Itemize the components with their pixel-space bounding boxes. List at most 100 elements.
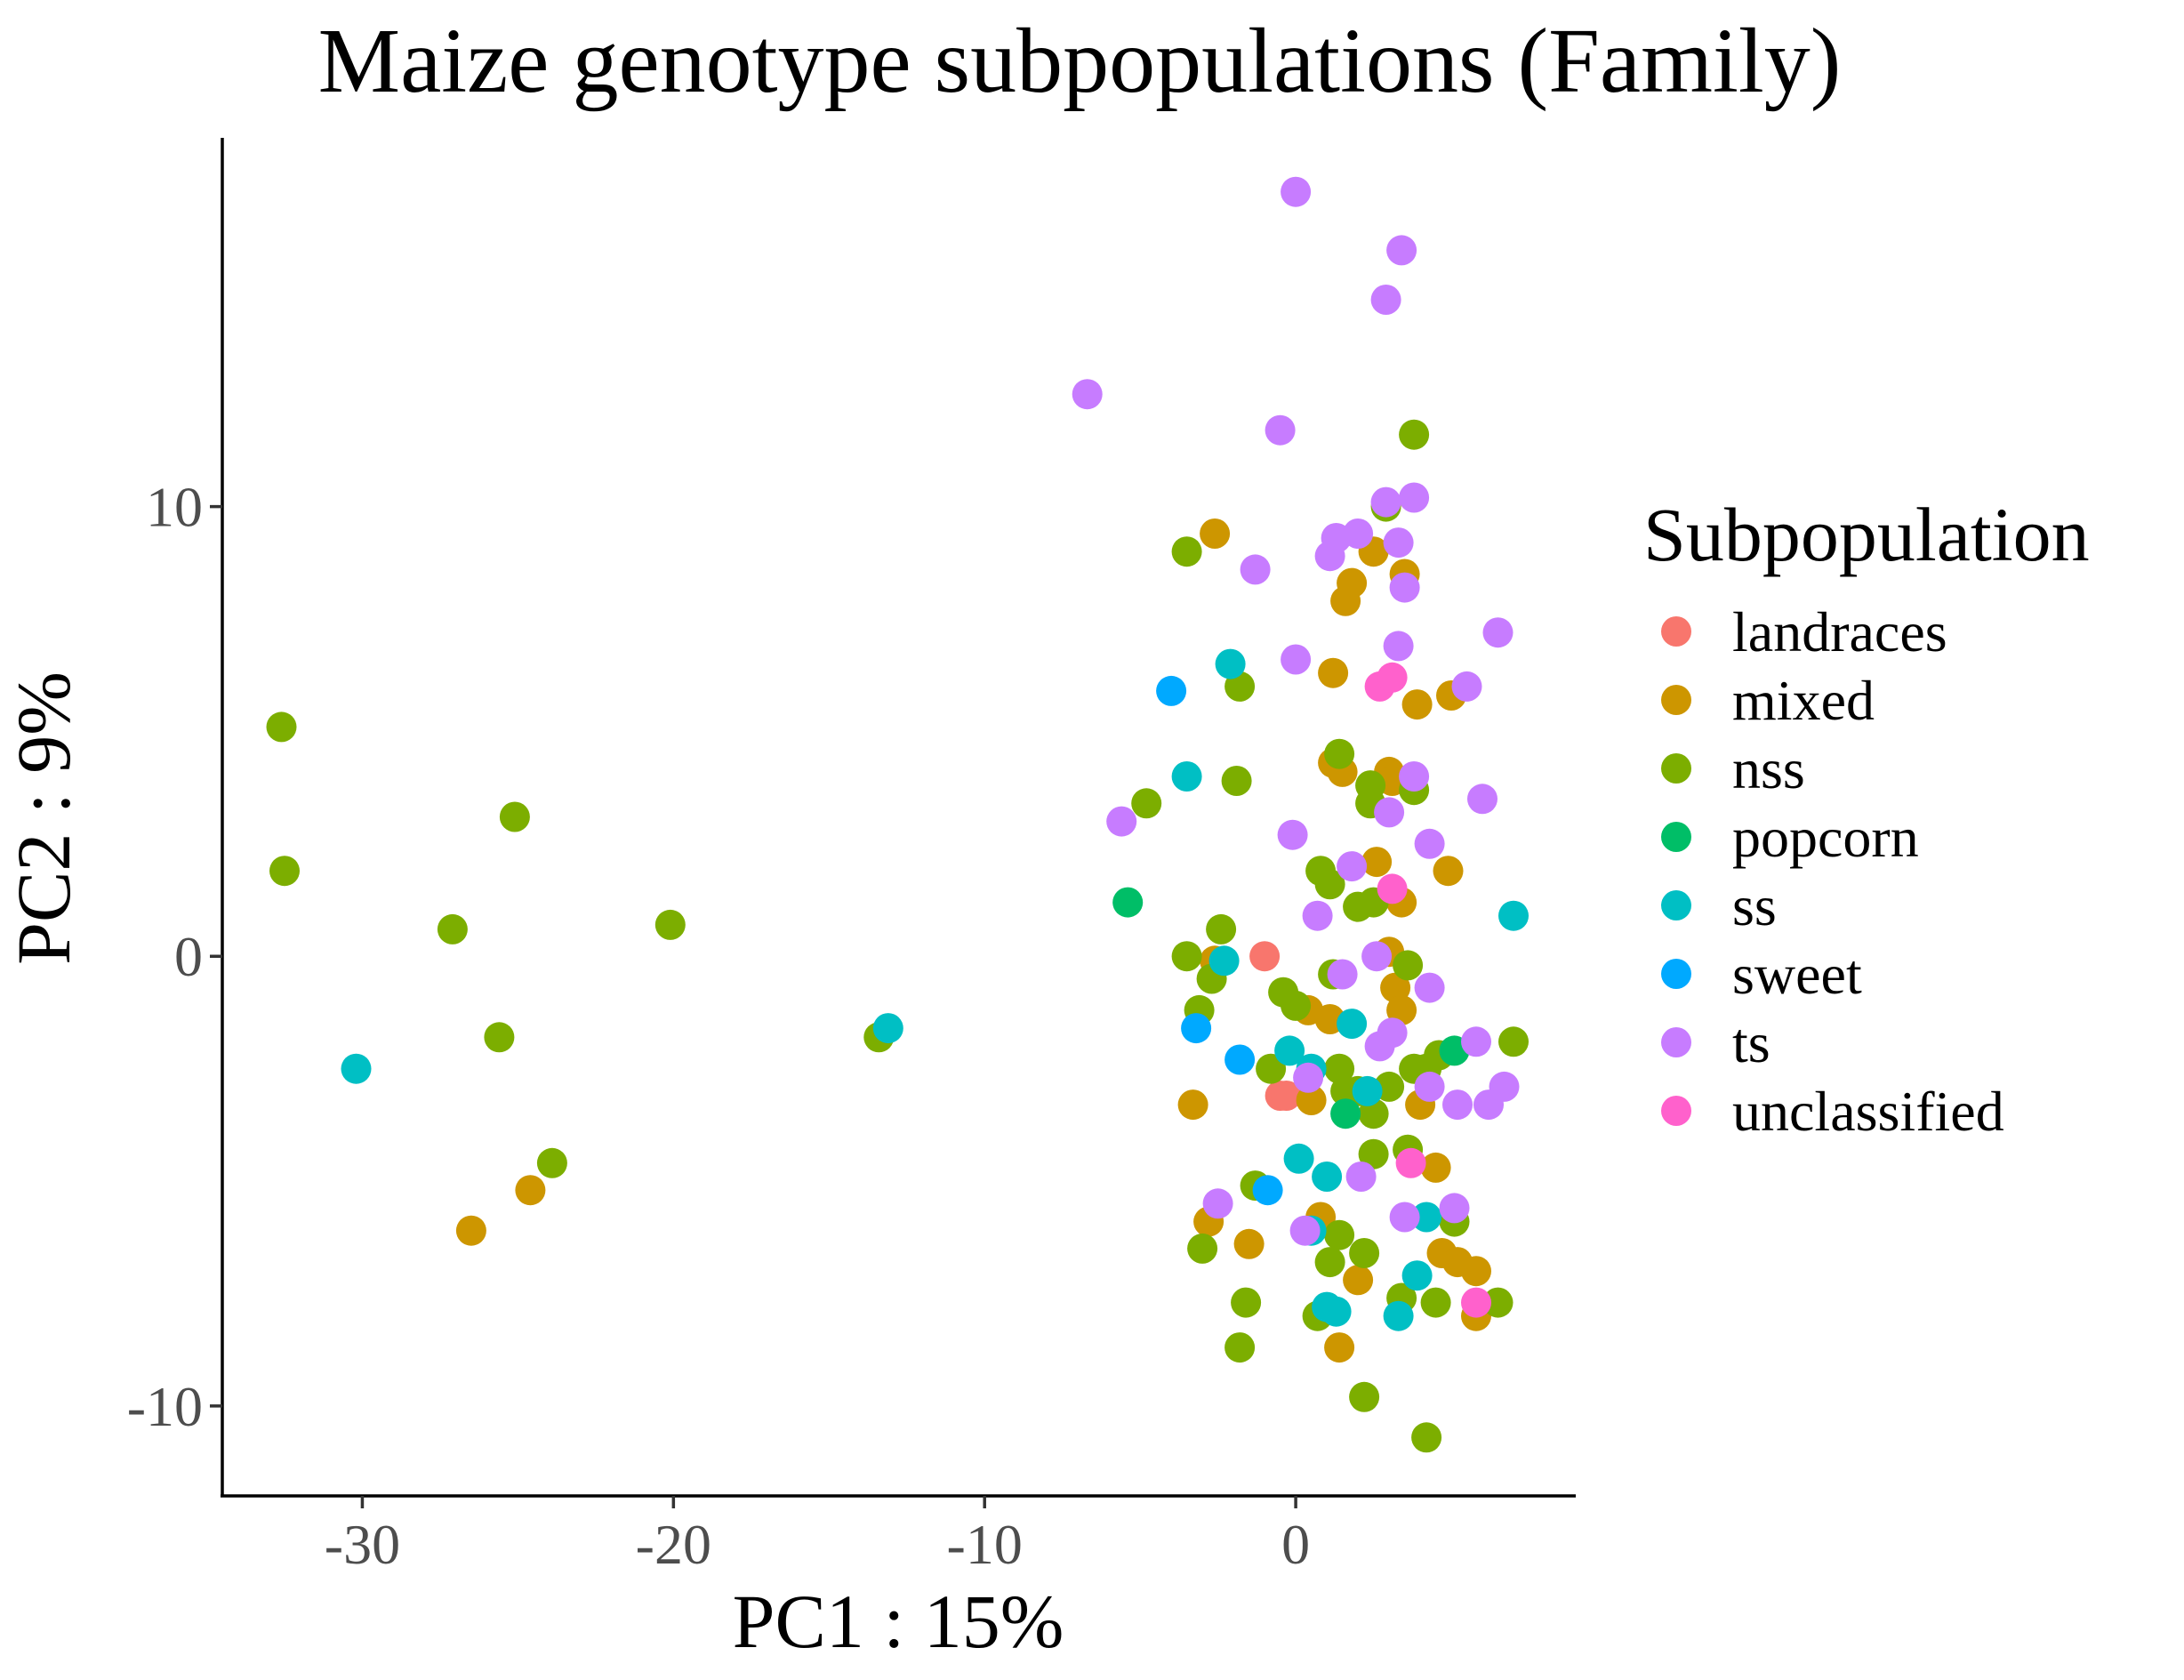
point-nss-28 [1358, 1138, 1389, 1170]
legend-title: Subpopulation [1643, 492, 2090, 577]
point-nss-27 [1349, 1238, 1380, 1268]
point-ts-3 [1072, 379, 1103, 410]
legend: Subpopulation landracesmixednsspopcornss… [1643, 492, 2090, 1143]
point-ts-40 [1289, 1215, 1321, 1246]
point-ts-29 [1364, 1031, 1395, 1062]
point-unclassified-2 [1377, 873, 1408, 904]
point-nss-2 [499, 801, 530, 832]
point-ts-6 [1370, 486, 1401, 518]
point-ts-15 [1281, 644, 1312, 675]
legend-key-landraces [1661, 616, 1691, 647]
point-nss-11 [1131, 788, 1162, 819]
point-sweet-0 [1156, 675, 1187, 706]
point-ts-4 [1265, 414, 1296, 446]
point-ts-5 [1399, 482, 1430, 513]
point-ss-1 [872, 1013, 903, 1044]
point-mixed-11 [1337, 567, 1368, 599]
x-tick-label: -10 [947, 1513, 1023, 1576]
legend-key-nss [1661, 753, 1691, 784]
point-ts-18 [1399, 761, 1430, 792]
legend-label-unclassified: unclassified [1732, 1080, 2004, 1143]
point-ts-36 [1345, 1162, 1377, 1192]
point-unclassified-3 [1395, 1147, 1426, 1178]
point-mixed-26 [1296, 1085, 1327, 1115]
point-nss-24 [1314, 1247, 1345, 1278]
point-ts-26 [1327, 959, 1358, 990]
legend-label-landraces: landraces [1732, 600, 1947, 663]
point-ts-31 [1293, 1062, 1324, 1093]
point-mixed-28 [1420, 1152, 1451, 1183]
legend-key-sweet [1661, 959, 1691, 989]
legend-label-popcorn: popcorn [1732, 806, 1919, 869]
point-nss-18 [1256, 1053, 1287, 1084]
point-landraces-2 [1271, 1081, 1302, 1111]
legend-key-mixed [1661, 685, 1691, 715]
point-ts-39 [1202, 1188, 1233, 1219]
point-ts-30 [1461, 1026, 1491, 1057]
point-ts-20 [1106, 806, 1137, 837]
point-nss-32 [1330, 1075, 1361, 1106]
point-ts-12 [1389, 572, 1420, 603]
point-popcorn-1 [1330, 1098, 1361, 1129]
point-ts-35 [1489, 1071, 1520, 1102]
legend-label-mixed: mixed [1732, 669, 1875, 732]
legend-label-sweet: sweet [1732, 943, 1862, 1006]
point-mixed-5 [1233, 1228, 1265, 1259]
point-nss-44 [1393, 950, 1424, 981]
point-nss-6 [536, 1147, 567, 1178]
point-mixed-30 [1343, 1265, 1374, 1296]
y-axis-title: PC2 : 9% [1, 671, 86, 965]
point-ss-13 [1321, 1296, 1352, 1327]
point-ts-0 [1281, 176, 1312, 207]
point-landraces-0 [1249, 941, 1281, 972]
legend-key-ss [1661, 890, 1691, 920]
point-ts-19 [1374, 797, 1405, 828]
point-ss-15 [1401, 1260, 1433, 1291]
point-nss-49 [1314, 869, 1345, 900]
legend-key-ts [1661, 1027, 1691, 1057]
point-ts-24 [1302, 900, 1333, 931]
legend-label-ts: ts [1732, 1011, 1770, 1074]
x-axis-title: PC1 : 15% [733, 1579, 1064, 1664]
point-sweet-2 [1224, 1044, 1256, 1075]
point-ts-16 [1451, 671, 1482, 702]
point-nss-4 [654, 909, 686, 940]
point-nss-51 [1355, 770, 1386, 801]
plot-points [266, 176, 1529, 1453]
point-mixed-4 [1177, 1089, 1208, 1121]
point-unclassified-1 [1377, 662, 1408, 693]
point-mixed-31 [1324, 1332, 1355, 1363]
legend-key-popcorn [1661, 822, 1691, 852]
legend-label-nss: nss [1732, 737, 1805, 800]
x-tick-label: 0 [1281, 1513, 1310, 1576]
point-ss-0 [341, 1053, 372, 1084]
point-nss-26 [1349, 1381, 1380, 1412]
point-ts-23 [1337, 851, 1368, 882]
point-ts-37 [1389, 1202, 1420, 1233]
point-ss-10 [1283, 1143, 1314, 1174]
point-nss-53 [1324, 738, 1355, 769]
point-mixed-18 [1361, 847, 1393, 878]
point-ts-25 [1361, 941, 1393, 972]
point-mixed-34 [1461, 1256, 1491, 1287]
point-ts-32 [1414, 1071, 1445, 1102]
point-nss-13 [1206, 913, 1237, 944]
point-nss-17 [1281, 990, 1312, 1021]
point-nss-19 [1187, 1233, 1218, 1264]
point-mixed-20 [1433, 856, 1464, 887]
point-ss-14 [1383, 1300, 1414, 1331]
point-mixed-1 [515, 1175, 546, 1206]
point-mixed-0 [455, 1215, 486, 1246]
point-ss-8 [1352, 1075, 1383, 1106]
x-tick-label: -30 [325, 1513, 400, 1576]
x-axis-ticks: -30 -20 -10 0 [325, 1496, 1310, 1576]
point-ts-11 [1240, 554, 1271, 585]
point-nss-42 [1498, 1026, 1529, 1057]
point-ts-13 [1482, 617, 1514, 648]
point-ts-38 [1439, 1193, 1470, 1224]
point-ss-7 [1337, 1009, 1368, 1040]
point-nss-5 [484, 1022, 515, 1053]
point-ts-27 [1414, 972, 1445, 1003]
point-popcorn-0 [1112, 887, 1144, 918]
point-ss-3 [1171, 761, 1202, 792]
